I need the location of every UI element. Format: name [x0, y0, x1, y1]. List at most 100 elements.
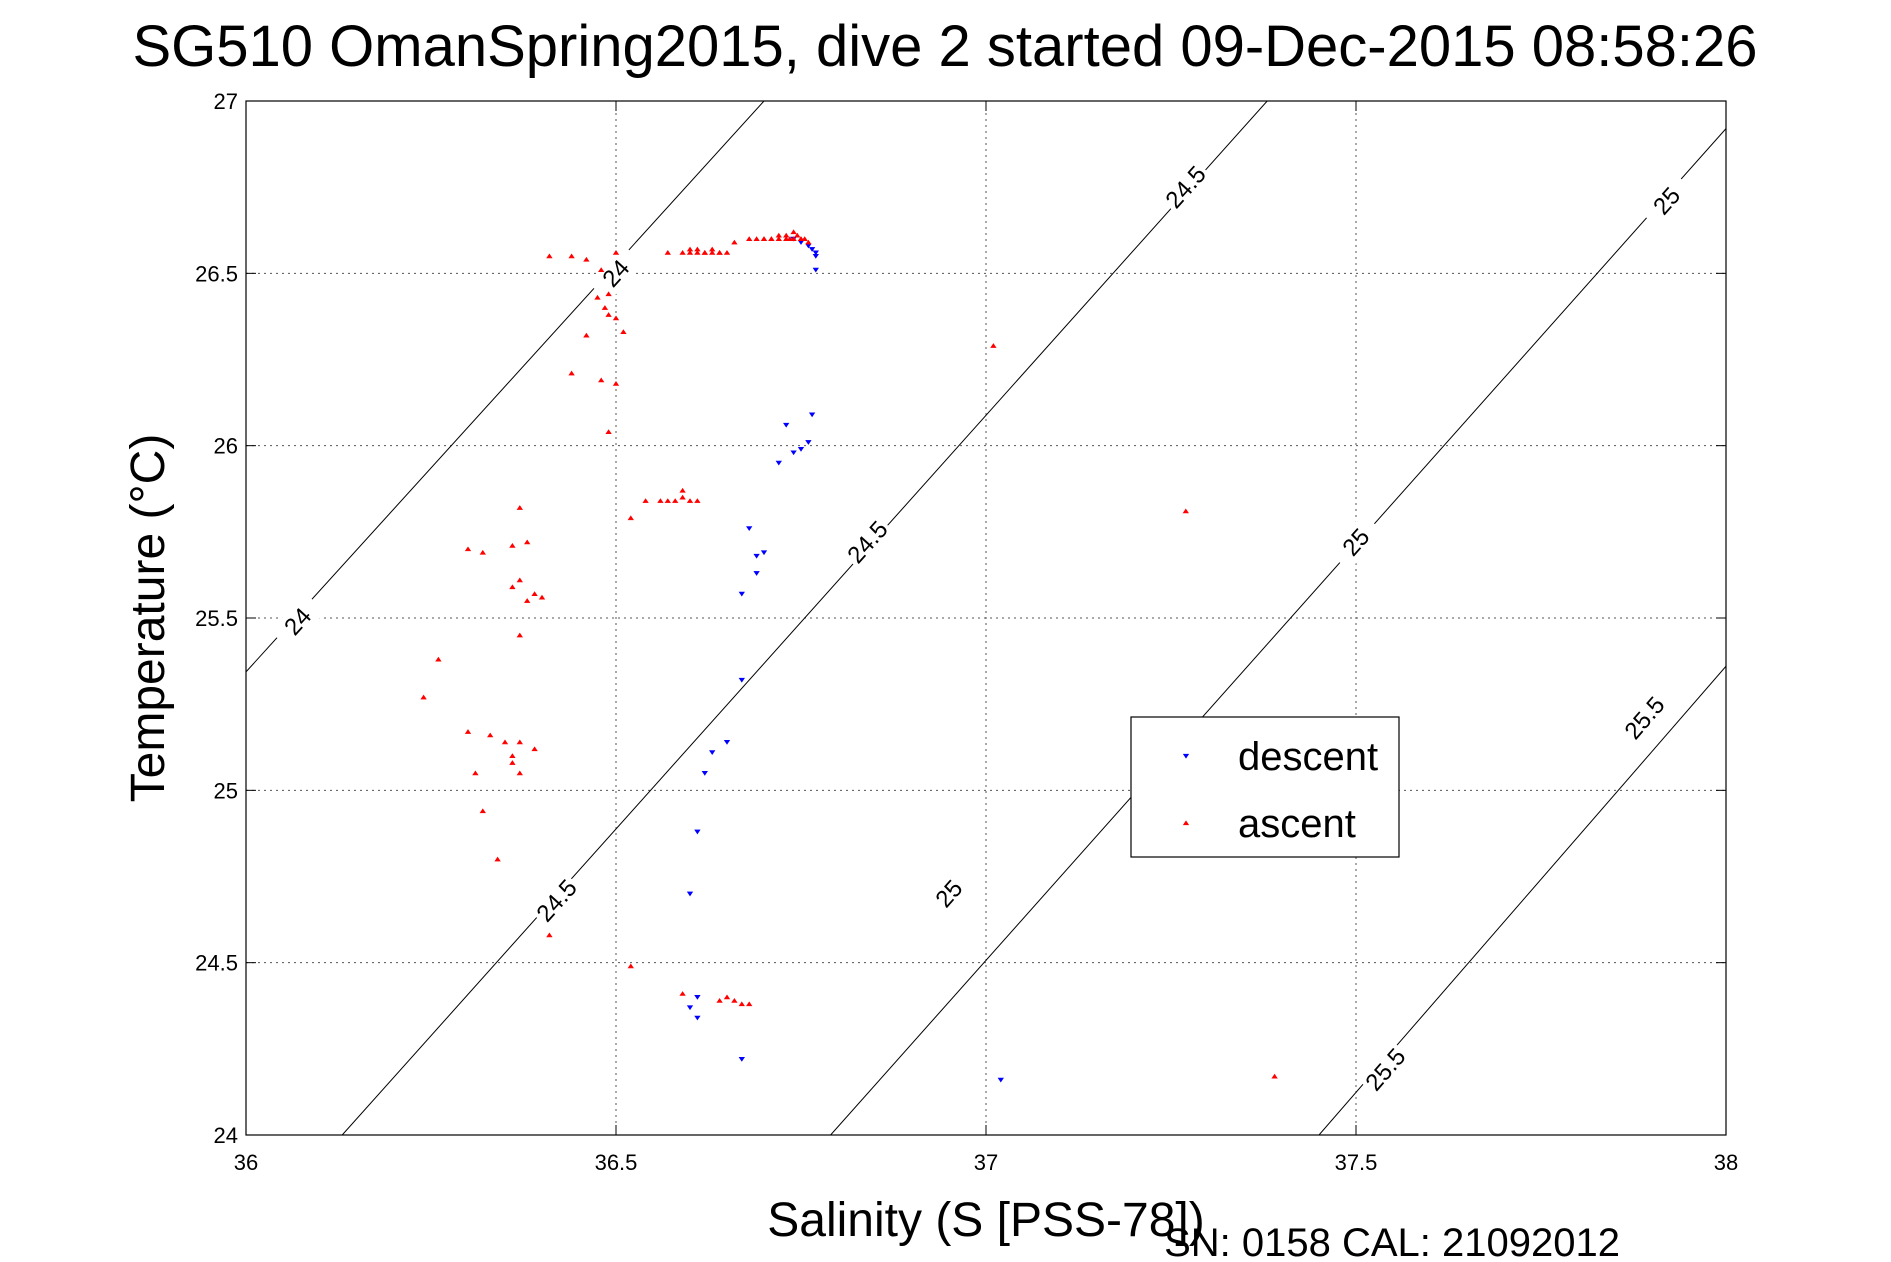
ascent-point	[605, 312, 612, 317]
descent-point	[686, 1005, 694, 1011]
descent-point	[694, 995, 701, 1000]
ascent-point	[664, 498, 671, 503]
ascent-point	[716, 250, 723, 255]
contour-line-24	[246, 101, 765, 673]
ascent-point	[583, 332, 590, 338]
ascent-point	[801, 236, 808, 241]
ascent-point	[509, 760, 516, 765]
ascent-point	[731, 997, 738, 1003]
contour-label-mask	[529, 871, 585, 930]
ascent-point	[531, 591, 538, 596]
ascent-point	[568, 253, 575, 259]
descent-point	[997, 1077, 1004, 1083]
chart-title: SG510 OmanSpring2015, dive 2 started 09-…	[132, 14, 1757, 79]
descent-point	[753, 571, 760, 576]
y-tick-label: 24	[214, 1123, 238, 1148]
ascent-point	[990, 343, 997, 348]
ascent-point	[738, 1001, 745, 1007]
descent-point	[738, 591, 745, 597]
descent-point	[797, 446, 805, 452]
contour-label-mask	[1357, 1040, 1414, 1099]
ascent-point	[786, 236, 794, 241]
ascent-point	[516, 577, 523, 583]
contour-label-mask	[588, 244, 644, 302]
contour-label-mask	[269, 592, 326, 651]
ascent-point	[1271, 1073, 1278, 1079]
legend-label-ascent: ascent	[1238, 802, 1356, 846]
descent-point	[746, 526, 753, 532]
x-axis-label: Salinity (S [PSS-78])	[767, 1194, 1204, 1247]
descent-point	[709, 750, 716, 756]
ascent-point	[1182, 508, 1189, 514]
x-tick-label: 36.5	[595, 1150, 638, 1175]
ascent-point	[709, 250, 716, 255]
descent-point	[701, 770, 708, 776]
ascent-point	[679, 494, 686, 500]
ascent-point	[594, 294, 601, 300]
descent-point	[808, 247, 816, 252]
ascent-point	[546, 932, 553, 938]
ascent-point	[672, 498, 679, 503]
ascent-point	[746, 1001, 753, 1007]
ascent-point	[472, 770, 479, 776]
ascent-point	[598, 377, 605, 383]
ascent-point	[805, 239, 812, 245]
contour-line-25	[830, 128, 1726, 1135]
ascent-point	[479, 549, 486, 555]
ascent-point	[664, 250, 671, 255]
y-tick-label: 24.5	[195, 951, 238, 976]
ascent-point	[464, 729, 472, 734]
ascent-point	[583, 256, 590, 262]
contour-label-mask	[1616, 689, 1673, 747]
ascent-point	[435, 656, 442, 662]
descent-point	[694, 1015, 701, 1021]
ascent-point	[568, 370, 575, 376]
ascent-point	[694, 498, 701, 503]
ascent-point	[723, 994, 731, 1000]
ascent-point	[494, 856, 501, 862]
ascent-point	[716, 997, 723, 1003]
descent-point	[738, 677, 745, 683]
ascent-point	[420, 694, 427, 700]
descent-point	[694, 829, 701, 835]
ascent-point	[516, 505, 523, 510]
descent-point	[686, 891, 694, 897]
y-tick-label: 26.5	[195, 261, 238, 286]
ascent-point	[627, 515, 634, 521]
ascent-point	[620, 329, 627, 335]
descent-point	[783, 422, 790, 428]
y-tick-labels: 24 24.5 25 25.5 26 26.5 27	[195, 89, 238, 1148]
ascent-point	[524, 539, 531, 545]
ascent-point	[694, 250, 701, 255]
descent-point	[808, 412, 816, 418]
x-tick-label: 37.5	[1335, 1150, 1378, 1175]
ascent-point	[686, 498, 694, 503]
ascent-point	[509, 584, 516, 590]
ascent-point	[516, 739, 523, 745]
ascent-point	[790, 229, 797, 235]
y-tick-label: 26	[214, 434, 238, 459]
x-tick-labels: 36 36.5 37 37.5 38	[234, 1150, 1738, 1175]
legend-marker-ascent	[1182, 820, 1190, 826]
ascent-point	[501, 739, 509, 745]
ascent-point	[479, 808, 486, 814]
descent-point	[805, 440, 812, 445]
ascent-point	[612, 381, 620, 386]
descent-point	[753, 553, 760, 559]
contour-label-mask	[921, 865, 977, 923]
contour-label-mask	[1158, 158, 1214, 216]
ascent-point	[723, 250, 731, 255]
contour-label-mask	[1328, 513, 1384, 571]
ascent-point	[783, 236, 790, 241]
ascent-point	[760, 236, 768, 241]
ascent-point	[679, 991, 686, 996]
ascent-point	[516, 632, 523, 638]
x-tick-label: 37	[974, 1150, 998, 1175]
descent-point	[760, 550, 768, 556]
y-tick-label: 25	[214, 778, 238, 803]
ascent-point	[612, 250, 620, 255]
descent-point	[738, 1057, 745, 1062]
ascent-point	[753, 236, 760, 241]
legend-box	[1130, 716, 1400, 858]
